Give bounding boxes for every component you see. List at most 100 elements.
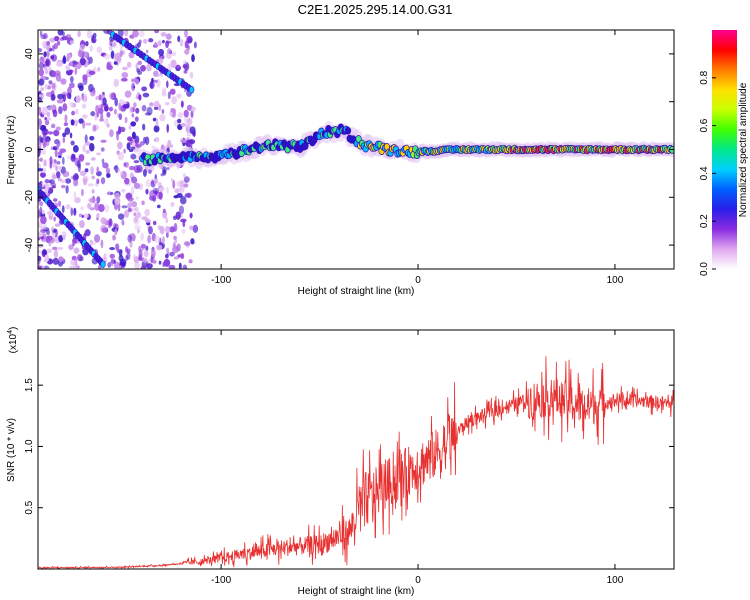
noise-speck (128, 125, 132, 130)
noise-speck (46, 40, 51, 46)
noise-speck (158, 260, 162, 265)
noise-speck (180, 122, 187, 127)
noise-speck (75, 94, 81, 104)
noise-speck (108, 218, 113, 227)
noise-speck (149, 102, 154, 107)
noise-speck (133, 253, 136, 260)
noise-speck (64, 127, 71, 135)
noise-speck (165, 217, 169, 224)
noise-speck (145, 245, 149, 251)
colorbar-ticks: 0.0 0.2 0.4 0.6 0.8 (699, 70, 716, 276)
noise-speck (121, 66, 128, 71)
noise-speck (141, 200, 145, 206)
noise-speck (189, 212, 193, 219)
noise-speck (141, 216, 148, 221)
noise-speck (125, 255, 129, 261)
noise-speck (135, 107, 140, 114)
noise-speck (38, 140, 42, 149)
noise-speck (132, 30, 139, 38)
noise-speck (140, 232, 145, 241)
noise-speck (114, 164, 119, 174)
noise-speck (45, 91, 53, 97)
noise-speck (162, 208, 166, 214)
noise-speck (104, 105, 109, 112)
noise-speck (68, 265, 76, 269)
noise-speck (72, 241, 75, 247)
noise-speck (180, 139, 187, 143)
noise-speck (61, 156, 65, 165)
noise-speck (186, 117, 193, 126)
noise-speck (147, 235, 152, 244)
noise-speck (52, 232, 56, 238)
noise-speck (108, 190, 111, 196)
noise-speck (43, 182, 50, 192)
noise-speck (157, 40, 162, 47)
noise-speck (178, 186, 185, 194)
noise-speck (50, 182, 57, 187)
noise-speck (38, 94, 42, 98)
noise-speck (189, 225, 194, 231)
x-tick-label: 100 (607, 575, 624, 586)
noise-speck (158, 104, 162, 111)
noise-speck (169, 88, 176, 95)
noise-speck (51, 226, 54, 232)
spectrogram-noise (38, 30, 199, 269)
noise-speck (144, 208, 150, 216)
noise-speck (100, 217, 107, 225)
noise-speck (57, 30, 64, 36)
noise-speck (45, 58, 51, 68)
x-tick-label: -100 (211, 575, 231, 586)
noise-speck (50, 93, 56, 101)
snr-panel: -100 0 100 0.5 1.0 1.5 Height of straight lin… (6, 327, 675, 597)
noise-speck (152, 79, 158, 83)
noise-speck (89, 197, 96, 204)
noise-speck (167, 91, 171, 100)
noise-speck (39, 30, 43, 37)
noise-speck (129, 106, 134, 113)
noise-speck (91, 189, 95, 194)
noise-speck (106, 111, 111, 118)
noise-speck (73, 191, 77, 199)
noise-speck (162, 210, 168, 219)
noise-speck (159, 113, 166, 122)
noise-speck (117, 141, 123, 150)
noise-speck (57, 246, 63, 251)
y-tick-label: -40 (24, 237, 35, 252)
noise-speck (141, 104, 147, 112)
noise-speck (109, 253, 115, 259)
noise-speck (128, 165, 135, 171)
noise-speck (146, 49, 149, 54)
noise-speck (101, 158, 105, 164)
noise-speck (127, 197, 134, 202)
noise-speck (40, 171, 46, 178)
noise-speck (96, 166, 100, 173)
noise-speck (53, 43, 58, 50)
noise-speck (133, 215, 138, 223)
noise-speck (73, 119, 79, 127)
noise-speck (62, 56, 67, 64)
noise-speck (54, 159, 57, 164)
noise-speck (110, 257, 115, 267)
noise-speck (55, 126, 61, 131)
noise-speck (166, 186, 169, 195)
noise-speck (112, 234, 116, 241)
noise-speck (39, 202, 43, 207)
noise-speck (100, 139, 107, 143)
noise-speck (76, 160, 81, 168)
noise-speck (70, 207, 74, 217)
noise-speck (122, 103, 130, 109)
noise-speck (50, 55, 55, 60)
chart-title: C2E1.2025.295.14.00.G31 (298, 2, 453, 17)
noise-speck (166, 167, 170, 171)
noise-speck (172, 179, 176, 189)
spectrogram-panel: -100 0 100 40 20 0 -20 -40 Height of straight l… (6, 29, 675, 297)
noise-speck (142, 169, 147, 177)
noise-speck (134, 206, 139, 212)
noise-speck (146, 263, 153, 269)
noise-speck (54, 149, 58, 158)
noise-speck (173, 195, 179, 199)
colorbar-gradient (712, 30, 737, 269)
noise-speck (131, 201, 138, 208)
noise-speck (43, 265, 50, 269)
noise-speck (43, 51, 47, 58)
